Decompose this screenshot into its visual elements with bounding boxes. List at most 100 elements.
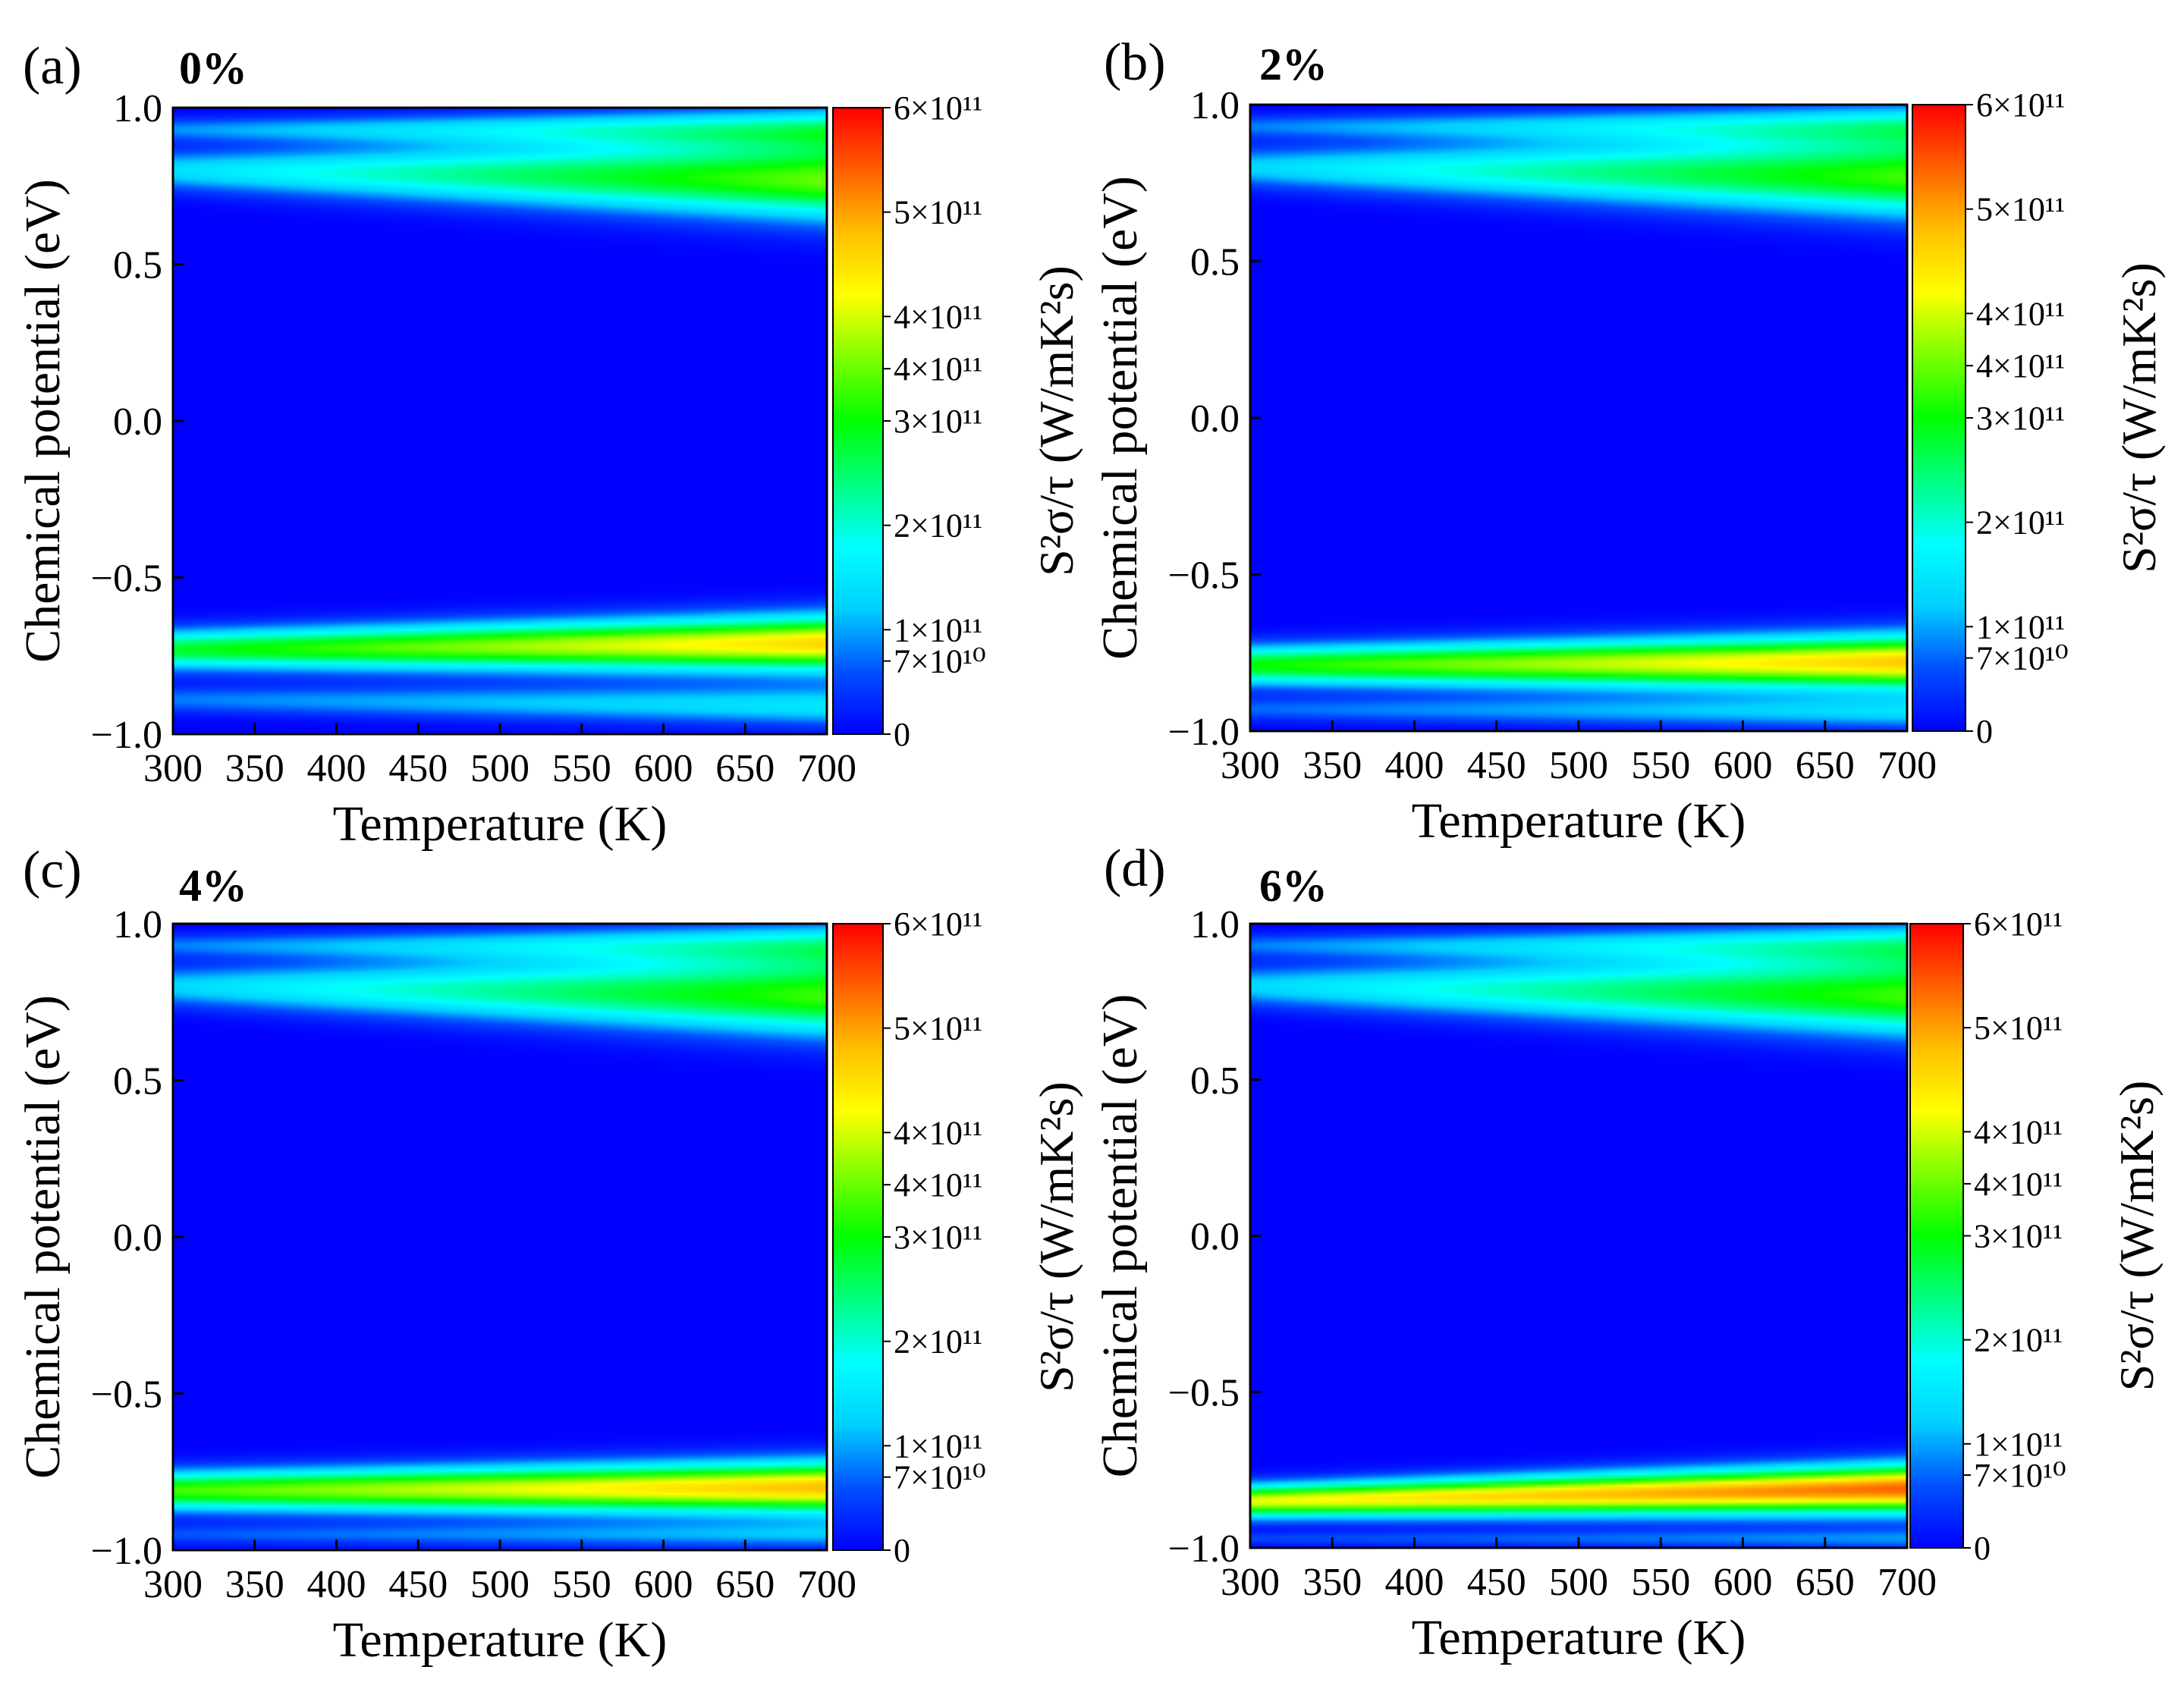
panel-c: 300 350 400 450 500 550 600 650 700 1.0 0.5 0.0 −0.5… xyxy=(15,841,1083,1668)
y-tick-label: 0.0 xyxy=(1190,1216,1240,1259)
heatmap-image xyxy=(173,924,827,1550)
colorbar-tick-label: 7×10¹⁰ xyxy=(894,1459,986,1496)
colorbar-tick-label: 3×10¹¹ xyxy=(1974,1218,2063,1255)
colorbar: 6×10¹¹ 5×10¹¹ 4×10¹¹ 4×10¹¹ 3×10¹¹ 2×10¹¹ 1×10… xyxy=(832,906,1083,1569)
strain-label: 4% xyxy=(179,861,247,911)
x-tick-label: 600 xyxy=(634,1563,693,1606)
colorbar-tick-label: 4×10¹¹ xyxy=(894,350,982,388)
strain-label: 6% xyxy=(1259,861,1328,911)
y-tick-label: 0.0 xyxy=(113,400,162,444)
colorbar-tick-label: 2×10¹¹ xyxy=(1976,504,2065,541)
colorbar-tick-label: 4×10¹¹ xyxy=(894,1114,982,1151)
x-tick-label: 350 xyxy=(225,747,284,790)
colorbar-tick-label: 4×10¹¹ xyxy=(894,1166,982,1204)
colorbar-tick-label: 4×10¹¹ xyxy=(1976,295,2065,332)
y-tick-label: −0.5 xyxy=(91,557,162,601)
colorbar-tick-label: 2×10¹¹ xyxy=(1974,1322,2063,1359)
colorbar-tick-label: 5×10¹¹ xyxy=(894,1010,982,1047)
x-tick-label: 600 xyxy=(1714,744,1773,787)
x-tick-label: 650 xyxy=(1796,1561,1855,1604)
x-tick-label: 400 xyxy=(1385,1561,1444,1604)
y-tick-label: −1.0 xyxy=(1168,711,1240,754)
colorbar-tick-label: 5×10¹¹ xyxy=(1974,1009,2063,1047)
y-tick-label: −1.0 xyxy=(91,714,162,757)
colorbar-tick-label: 3×10¹¹ xyxy=(894,403,982,440)
colorbar-tick-label: 6×10¹¹ xyxy=(894,906,982,943)
y-axis-title: Chemical potential (eV) xyxy=(15,995,71,1479)
x-tick-label: 350 xyxy=(225,1563,284,1606)
colorbar-tick-label: 1×10¹¹ xyxy=(894,611,982,648)
colorbar-gradient xyxy=(832,923,884,1551)
y-tick-label: 1.0 xyxy=(113,903,162,946)
colorbar-gradient xyxy=(1912,104,1966,732)
y-tick-label: −0.5 xyxy=(1168,554,1240,598)
x-tick-label: 500 xyxy=(1549,744,1608,787)
y-tick-label: −0.5 xyxy=(91,1373,162,1417)
y-tick-label: 1.0 xyxy=(1190,903,1240,946)
x-tick-label: 600 xyxy=(1714,1561,1773,1604)
y-axis-title: Chemical potential (eV) xyxy=(1092,176,1148,660)
x-tick-label: 350 xyxy=(1303,744,1362,787)
colorbar-tick-label: 1×10¹¹ xyxy=(894,1427,982,1464)
colorbar-tick-label: 4×10¹¹ xyxy=(1974,1166,2063,1203)
colorbar-tick-label: 6×10¹¹ xyxy=(894,89,982,127)
x-tick-label: 700 xyxy=(797,747,856,790)
y-tick-label: 0.0 xyxy=(1190,397,1240,441)
colorbar-tick-label: 3×10¹¹ xyxy=(1976,400,2065,437)
x-tick-label: 550 xyxy=(1631,1561,1690,1604)
y-tick-label: 0.5 xyxy=(1190,1059,1240,1103)
y-tick-label: −1.0 xyxy=(1168,1527,1240,1571)
colorbar-tick-label: 7×10¹⁰ xyxy=(894,643,986,680)
x-tick-label: 300 xyxy=(143,747,203,790)
panel-b: 300 350 400 450 500 550 600 650 700 1.0 0.5 0.0 −0.5… xyxy=(1092,33,2166,849)
colorbar-tick-label: 5×10¹¹ xyxy=(1976,191,2065,228)
y-axis-title: Chemical potential (eV) xyxy=(15,179,71,663)
y-tick-label: −1.0 xyxy=(91,1530,162,1573)
panel-label: (a) xyxy=(23,37,82,96)
x-tick-label: 350 xyxy=(1303,1561,1362,1604)
y-tick-label: −0.5 xyxy=(1168,1371,1240,1414)
strain-label: 0% xyxy=(179,43,247,93)
strain-label: 2% xyxy=(1259,39,1328,89)
x-tick-label: 400 xyxy=(307,747,366,790)
colorbar-title: S²σ/τ (W/mK²s) xyxy=(1029,265,1083,576)
colorbar-tick-label: 6×10¹¹ xyxy=(1974,906,2063,943)
x-tick-label: 450 xyxy=(388,1563,448,1606)
y-tick-label: 0.5 xyxy=(113,244,162,287)
colorbar-tick-label: 5×10¹¹ xyxy=(894,194,982,231)
colorbar-tick-label: 6×10¹¹ xyxy=(1976,86,2065,124)
x-tick-label: 300 xyxy=(143,1563,203,1606)
y-tick-label: 0.0 xyxy=(113,1216,162,1260)
colorbar-title: S²σ/τ (W/mK²s) xyxy=(2110,1081,2164,1392)
colorbar: 6×10¹¹ 5×10¹¹ 4×10¹¹ 4×10¹¹ 3×10¹¹ 2×10¹¹ 1×10… xyxy=(1912,86,2166,750)
x-tick-label: 700 xyxy=(1878,744,1937,787)
x-tick-label: 550 xyxy=(1631,744,1690,787)
x-tick-label: 300 xyxy=(1221,744,1280,787)
colorbar-tick-label: 0 xyxy=(1976,713,1993,750)
panel-d: 300 350 400 450 500 550 600 650 700 1.0 0.5 0.0 −0.5… xyxy=(1092,840,2164,1665)
x-tick-label: 550 xyxy=(552,1563,611,1606)
colorbar-tick-label: 7×10¹⁰ xyxy=(1974,1457,2066,1494)
colorbar-tick-label: 4×10¹¹ xyxy=(1976,347,2065,385)
x-tick-label: 500 xyxy=(470,1563,530,1606)
colorbar-title: S²σ/τ (W/mK²s) xyxy=(2112,262,2166,573)
x-axis-title: Temperature (K) xyxy=(333,1612,668,1668)
x-tick-label: 300 xyxy=(1221,1561,1280,1604)
heatmap-image xyxy=(1250,924,1907,1548)
y-axis-title: Chemical potential (eV) xyxy=(1092,994,1148,1478)
x-axis-title: Temperature (K) xyxy=(1412,793,1746,849)
colorbar-tick-label: 1×10¹¹ xyxy=(1974,1426,2063,1463)
colorbar-tick-label: 4×10¹¹ xyxy=(894,298,982,335)
panel-a: 300 350 400 450 500 550 600 650 700 1.0 0.5 0.0 −0.5… xyxy=(15,37,1083,852)
x-tick-label: 500 xyxy=(470,747,530,790)
x-tick-label: 550 xyxy=(552,747,611,790)
x-tick-label: 700 xyxy=(797,1563,856,1606)
colorbar: 6×10¹¹ 5×10¹¹ 4×10¹¹ 4×10¹¹ 3×10¹¹ 2×10¹¹ 1×10… xyxy=(1909,906,2164,1567)
colorbar-tick-label: 2×10¹¹ xyxy=(894,1323,982,1361)
colorbar-tick-label: 2×10¹¹ xyxy=(894,507,982,545)
heatmap-image xyxy=(1250,105,1907,731)
x-axis-title: Temperature (K) xyxy=(1412,1610,1746,1665)
y-tick-label: 0.5 xyxy=(1190,241,1240,284)
panel-label: (c) xyxy=(23,841,82,899)
